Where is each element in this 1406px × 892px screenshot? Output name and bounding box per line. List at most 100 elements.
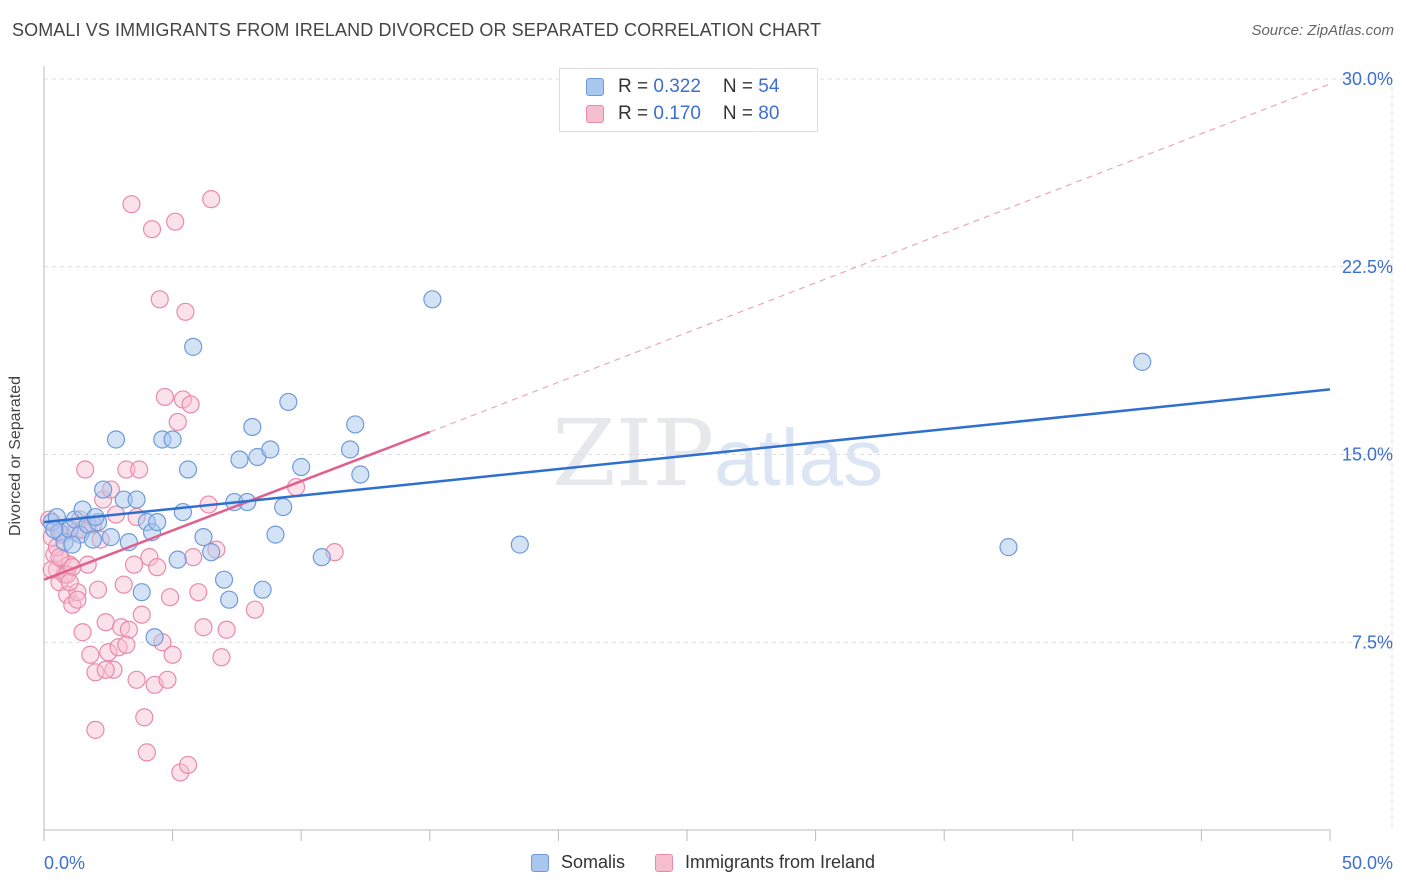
ireland-point [76, 460, 95, 479]
somali-point [45, 520, 64, 539]
ireland-point [166, 212, 185, 231]
ireland-point [114, 575, 133, 594]
somali-point [243, 417, 262, 437]
tick-labels: 7.5% 15.0% 22.5% 30.0% 0.0% 50.0% [44, 69, 1393, 873]
ireland-point [189, 583, 208, 602]
y-tick-label: 22.5% [1342, 257, 1393, 277]
somali-points [42, 290, 1152, 647]
somali-point [253, 580, 272, 599]
watermark: ZIPatlas [552, 400, 883, 507]
ireland-point [124, 555, 144, 574]
somali-n-value: 54 [758, 76, 780, 97]
stats-row-somali: R = 0.322 N = 54 [586, 75, 779, 99]
ireland-point [68, 590, 87, 609]
ireland-point [88, 580, 108, 599]
ireland-point [60, 573, 79, 592]
axes [43, 66, 1331, 841]
somali-point [163, 430, 182, 449]
ireland-point [132, 605, 151, 624]
watermark-zip: ZIP [552, 400, 715, 507]
ireland-point [184, 548, 203, 567]
somali-point [346, 415, 365, 434]
ireland-point [86, 720, 105, 739]
ireland-point [104, 660, 123, 679]
ireland-point [99, 643, 118, 662]
ireland-point [130, 460, 149, 479]
ireland-point [50, 548, 69, 567]
legend-swatch-somalis [530, 853, 549, 872]
ireland-point [212, 648, 231, 667]
ireland-point [140, 548, 159, 567]
ireland-point [168, 412, 187, 432]
ireland-point [142, 220, 162, 239]
ireland-trend-extension [429, 83, 1331, 433]
trend-lines [43, 83, 1331, 581]
somali-point [230, 450, 249, 469]
x-tick-label: 0.0% [44, 853, 85, 873]
ireland-point [148, 558, 167, 577]
somali-point [340, 440, 360, 459]
ireland-point [68, 583, 87, 602]
somali-point [63, 535, 82, 554]
y-tick-label: 30.0% [1342, 69, 1393, 89]
somali-point [261, 440, 280, 459]
somali-r-value: 0.322 [653, 76, 701, 97]
somali-point [1133, 352, 1152, 371]
somali-point [351, 465, 370, 484]
ireland-swatch [586, 105, 604, 123]
somali-point [202, 543, 221, 562]
somali-point [279, 392, 298, 412]
ireland-point [160, 588, 180, 607]
watermark-atlas: atlas [714, 413, 884, 502]
somali-point [127, 490, 146, 509]
ireland-point [96, 613, 115, 632]
stats-legend: R = 0.322 N = 54 R = 0.170 N = 80 [559, 68, 818, 132]
ireland-point [96, 660, 115, 679]
somali-n-label: N = [722, 76, 759, 97]
ireland-point [135, 708, 154, 727]
somali-point [106, 430, 126, 449]
somali-point [148, 512, 167, 532]
source-credit: Source: ZipAtlas.com [1251, 22, 1394, 39]
somali-point [132, 583, 151, 602]
somali-point [145, 628, 164, 647]
ireland-point [155, 387, 174, 407]
ireland-point [117, 635, 136, 654]
somali-point [178, 460, 198, 479]
somali-point [194, 528, 213, 547]
somali-trend-line [43, 388, 1331, 524]
ireland-points [40, 190, 344, 782]
ireland-point [122, 195, 141, 214]
ireland-trend-line [43, 430, 431, 581]
ireland-point [81, 645, 100, 664]
ireland-n-value: 80 [758, 103, 780, 124]
x-tick-label: 50.0% [1342, 853, 1393, 873]
somali-r-label: R = [618, 76, 654, 97]
ireland-point [178, 755, 198, 775]
somali-point [220, 590, 239, 609]
y-tick-label: 15.0% [1342, 445, 1393, 465]
ireland-point [202, 190, 221, 209]
ireland-point [117, 460, 136, 479]
legend-label-ireland: Immigrants from Ireland [684, 852, 876, 872]
legend-swatch-ireland [654, 853, 673, 872]
ireland-point [150, 290, 169, 309]
ireland-point [171, 763, 190, 782]
series-legend: Somalis Immigrants from Ireland [0, 852, 1406, 873]
somali-point [510, 535, 529, 554]
ireland-r-value: 0.170 [653, 103, 701, 124]
legend-label-somalis: Somalis [560, 852, 625, 872]
ireland-point [127, 670, 146, 689]
somali-point [266, 525, 285, 544]
somali-swatch [586, 78, 604, 96]
ireland-point [245, 600, 265, 619]
somali-point [274, 497, 293, 517]
somali-point [184, 337, 203, 356]
somali-point [94, 480, 113, 499]
ireland-point [176, 302, 195, 321]
legend-item-somalis[interactable]: Somalis [530, 852, 625, 873]
legend-item-ireland[interactable]: Immigrants from Ireland [654, 852, 876, 873]
y-tick-label: 7.5% [1352, 632, 1393, 652]
ireland-point [73, 623, 92, 642]
